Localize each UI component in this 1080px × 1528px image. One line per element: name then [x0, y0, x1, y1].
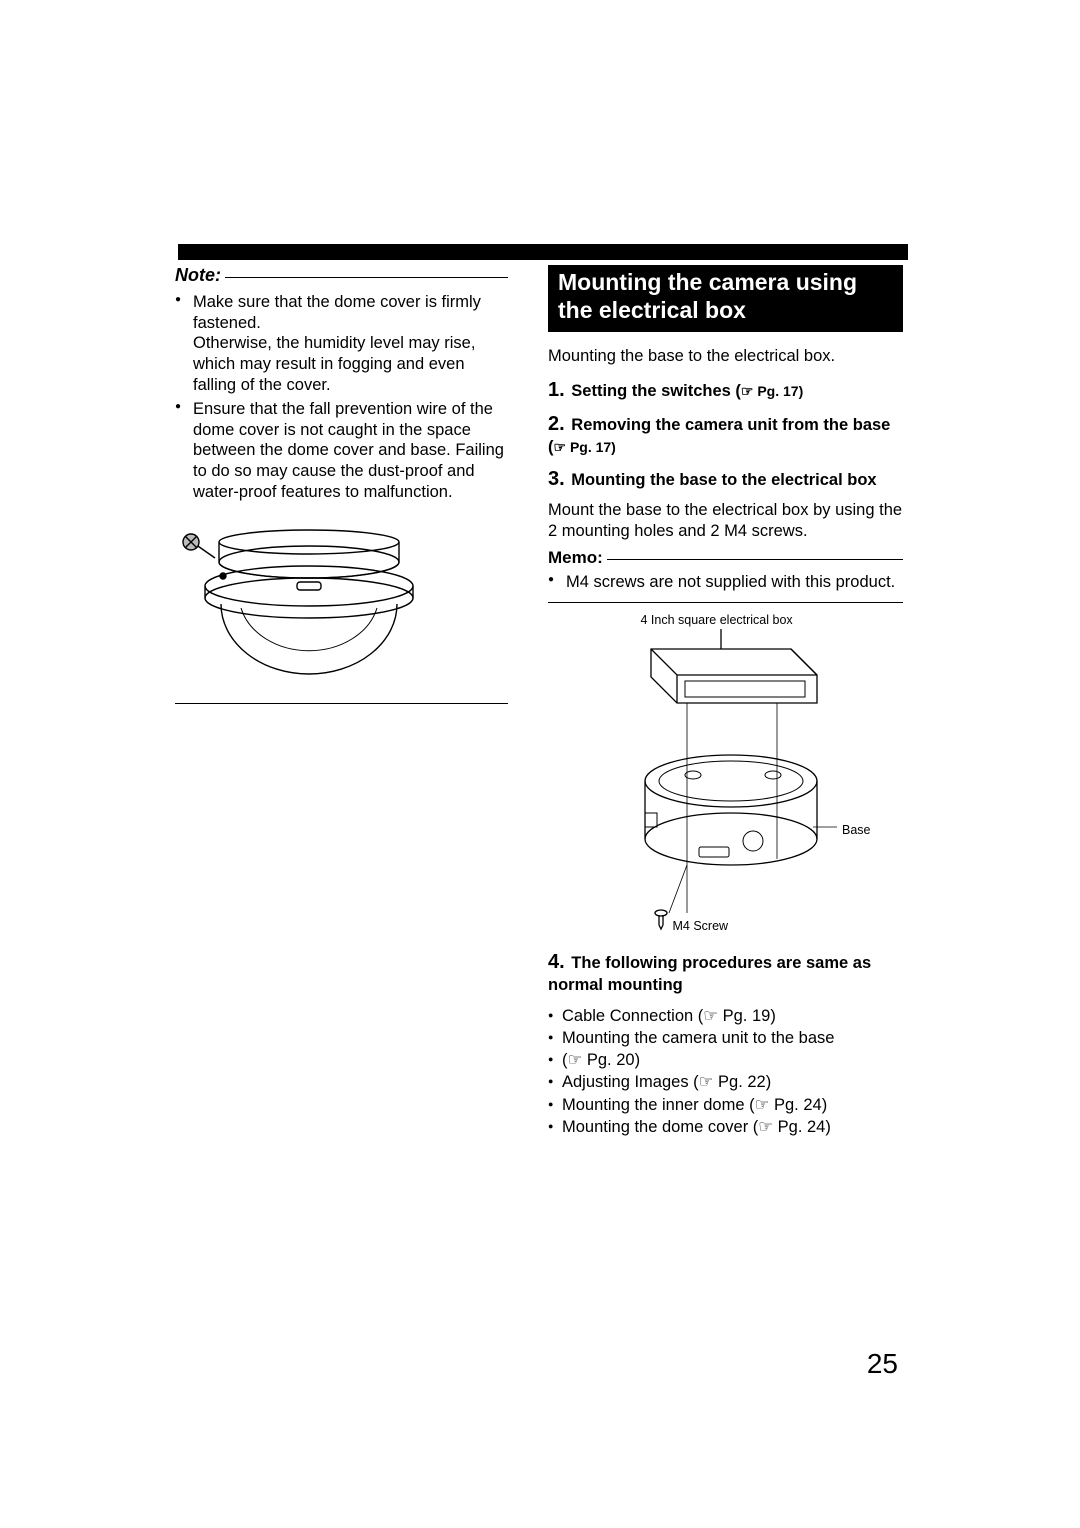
top-black-bar — [178, 244, 908, 260]
memo-heading: Memo: — [548, 548, 603, 568]
step-3-body: Mount the base to the electrical box by … — [548, 500, 903, 541]
note-bullet-1-follow: Otherwise, the humidity level may rise, … — [193, 333, 508, 395]
step-3-num: 3. — [548, 468, 565, 490]
proc-item-5: Mounting the inner dome (☞ Pg. 24) — [548, 1094, 903, 1116]
step-4: 4. The following procedures are same as … — [548, 949, 903, 996]
section-header: Mounting the camera using the electrical… — [548, 265, 903, 332]
step-3: 3. Mounting the base to the electrical b… — [548, 466, 903, 492]
section-intro: Mounting the base to the electrical box. — [548, 346, 903, 367]
page-number: 25 — [867, 1348, 898, 1380]
dome-camera-figure — [179, 524, 439, 684]
step-3-text: Mounting the base to the electrical box — [571, 471, 876, 489]
step-4-num: 4. — [548, 951, 565, 973]
electrical-box-svg — [581, 613, 871, 941]
step-4-text: The following procedures are same as nor… — [548, 954, 871, 994]
note-heading: Note: — [175, 265, 221, 286]
note-bullet-2: Ensure that the fall prevention wire of … — [193, 399, 508, 502]
note-rule — [225, 277, 508, 278]
note-bullet-2-lead: Ensure that the fall prevention wire of … — [193, 400, 504, 501]
note-bullet-1-lead: Make sure that the dome cover is firmly … — [193, 293, 481, 332]
fig-base-label: Base — [842, 823, 871, 837]
step-2-ref: ☞ Pg. 17) — [554, 439, 616, 455]
note-bullet-1: Make sure that the dome cover is firmly … — [193, 292, 508, 395]
step-1-text: Setting the switches ( — [571, 382, 741, 400]
memo-bullet: M4 screws are not supplied with this pro… — [566, 572, 903, 593]
step-1: 1. Setting the switches (☞ Pg. 17) — [548, 377, 903, 403]
manual-page: Note: Make sure that the dome cover is f… — [0, 0, 1080, 1528]
step-1-num: 1. — [548, 379, 565, 401]
procedure-list: Cable Connection (☞ Pg. 19) Mounting the… — [548, 1005, 903, 1139]
proc-item-4: Adjusting Images (☞ Pg. 22) — [548, 1071, 903, 1093]
right-column: Mounting the camera using the electrical… — [548, 265, 903, 1138]
two-column-layout: Note: Make sure that the dome cover is f… — [175, 265, 905, 1138]
fig-top-label: 4 Inch square electrical box — [641, 613, 793, 627]
electrical-box-figure: 4 Inch square electrical box Base M4 Scr… — [581, 613, 871, 941]
proc-item-6: Mounting the dome cover (☞ Pg. 24) — [548, 1116, 903, 1138]
note-bullet-list: Make sure that the dome cover is firmly … — [175, 292, 508, 502]
memo-bullet-list: M4 screws are not supplied with this pro… — [548, 572, 903, 593]
step-2: 2. Removing the camera unit from the bas… — [548, 411, 903, 458]
fig-screw-label: M4 Screw — [673, 919, 729, 933]
proc-item-1: Cable Connection (☞ Pg. 19) — [548, 1005, 903, 1027]
step-2-num: 2. — [548, 413, 565, 435]
note-heading-row: Note: — [175, 265, 508, 286]
proc-item-2: Mounting the camera unit to the base — [548, 1027, 903, 1049]
left-column: Note: Make sure that the dome cover is f… — [175, 265, 508, 1138]
memo-bottom-rule — [548, 602, 903, 603]
memo-rule — [607, 559, 903, 560]
left-bottom-rule — [175, 703, 508, 704]
memo-heading-row: Memo: — [548, 548, 903, 568]
step-1-ref: ☞ Pg. 17) — [741, 383, 803, 399]
proc-item-3: (☞ Pg. 20) — [548, 1049, 903, 1071]
